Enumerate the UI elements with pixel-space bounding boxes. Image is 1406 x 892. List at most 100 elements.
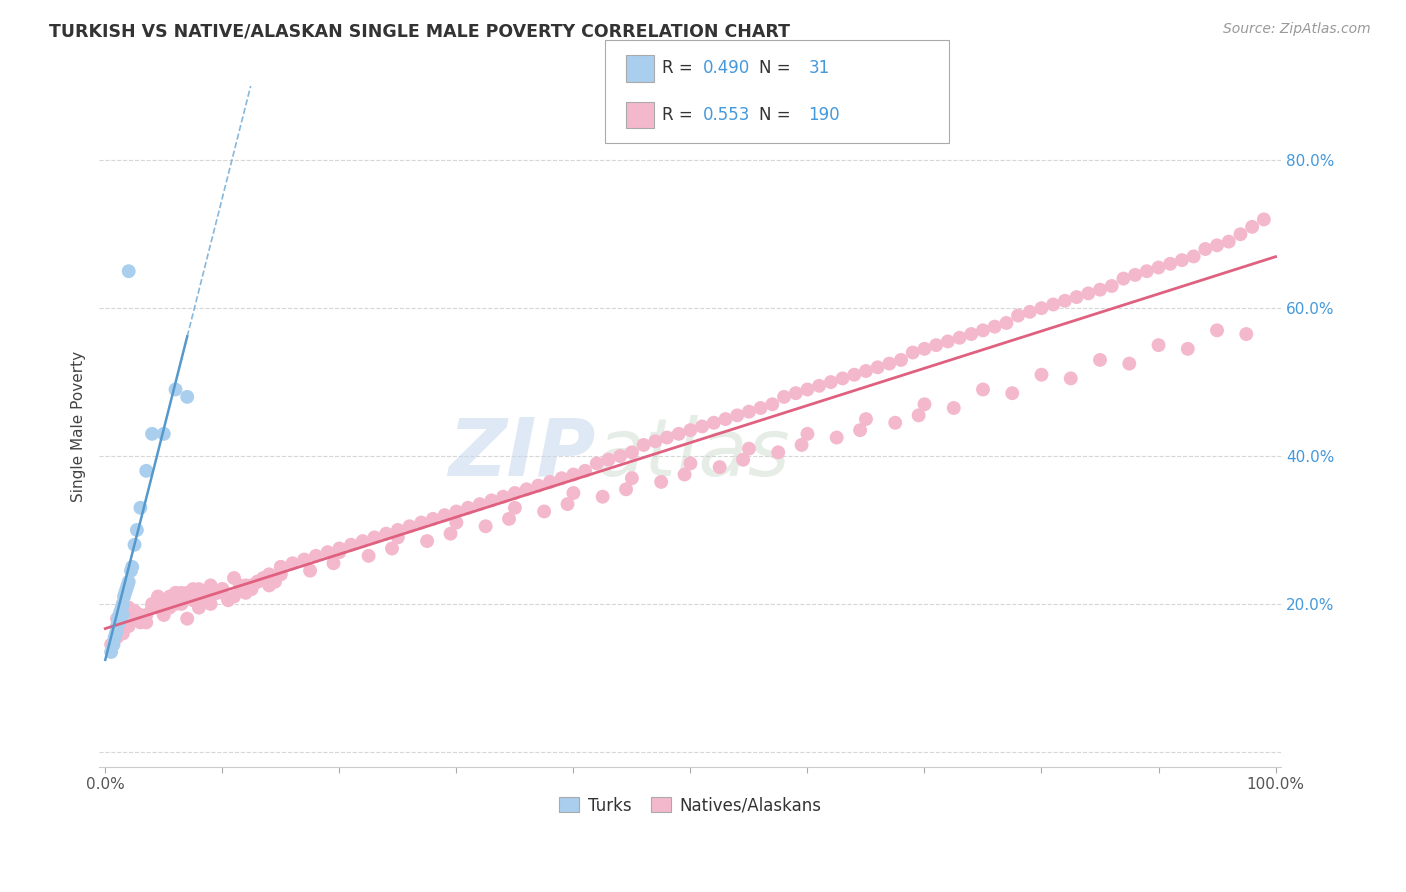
Point [181,593,204,607]
Point [129,615,152,630]
Text: ZIP: ZIP [449,415,596,492]
Point [200,597,222,611]
Point [152,426,174,441]
Point [375,526,398,541]
Point [257,567,280,582]
Point [773,390,796,404]
Point [1159,257,1181,271]
Point [668,426,690,441]
Point [644,434,666,449]
Point [709,460,731,475]
Point [481,493,503,508]
Point [105,630,128,644]
Point [112,590,135,604]
Point [176,390,198,404]
Point [538,475,561,489]
Point [650,475,672,489]
Point [925,338,948,352]
Point [165,383,187,397]
Point [240,578,263,592]
Point [141,426,163,441]
Point [1077,286,1099,301]
Point [100,638,122,652]
Point [533,504,555,518]
Point [703,416,725,430]
Point [146,600,169,615]
Point [422,512,444,526]
Point [808,379,831,393]
Point [914,397,936,411]
Point [111,597,134,611]
Point [152,607,174,622]
Point [1147,338,1170,352]
Point [1088,352,1111,367]
Point [796,383,818,397]
Point [124,604,146,618]
Text: 0.553: 0.553 [703,106,751,124]
Point [884,416,907,430]
Point [457,500,479,515]
Point [433,508,456,523]
Point [1177,342,1199,356]
Point [1118,357,1140,371]
Point [1031,368,1053,382]
Point [111,626,134,640]
Point [235,586,257,600]
Point [211,586,233,600]
Point [446,516,468,530]
Point [322,556,344,570]
Point [387,523,409,537]
Text: 0.490: 0.490 [703,59,751,77]
Point [107,612,129,626]
Point [115,582,138,596]
Point [118,600,141,615]
Point [398,519,420,533]
Point [844,368,866,382]
Point [217,593,239,607]
Point [1194,242,1216,256]
Point [141,600,163,615]
Point [181,582,204,596]
Point [1123,268,1146,282]
Point [146,597,169,611]
Point [1088,283,1111,297]
Point [598,452,620,467]
Point [200,578,222,592]
Point [446,504,468,518]
Point [170,597,193,611]
Point [679,423,702,437]
Point [257,578,280,592]
Point [725,409,748,423]
Point [146,590,169,604]
Point [105,623,128,637]
Point [240,582,263,596]
Point [1101,279,1123,293]
Point [110,612,132,626]
Point [972,323,994,337]
Point [503,500,526,515]
Point [281,556,304,570]
Point [1031,301,1053,315]
Point [983,319,1005,334]
Point [211,582,233,596]
Point [104,630,127,644]
Point [135,607,157,622]
Point [849,423,872,437]
Point [340,538,363,552]
Point [790,438,813,452]
Point [439,526,461,541]
Text: N =: N = [759,106,790,124]
Point [562,467,585,482]
Point [516,483,538,497]
Point [246,574,269,589]
Point [176,612,198,626]
Point [914,342,936,356]
Point [831,371,853,385]
Point [118,619,141,633]
Point [165,597,187,611]
Point [152,597,174,611]
Point [901,345,924,359]
Point [121,560,143,574]
Point [363,530,385,544]
Point [614,483,637,497]
